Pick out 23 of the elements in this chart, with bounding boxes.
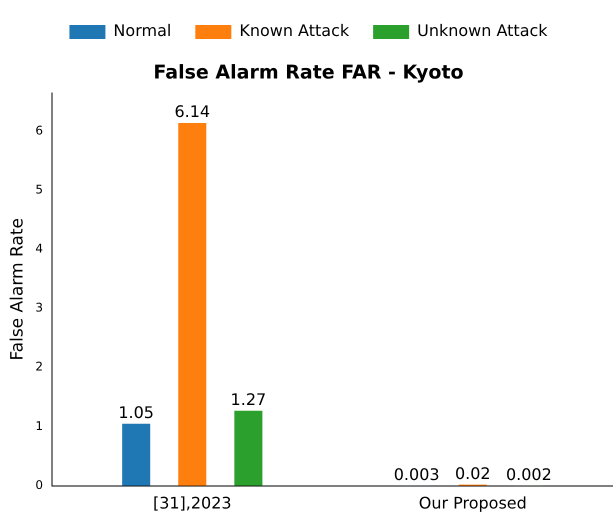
data-label: 1.27 (230, 390, 266, 409)
x-tick-label: [31],2023 (152, 494, 232, 513)
data-label: 0.02 (454, 464, 491, 483)
bar (234, 410, 262, 486)
y-tick-label: 2 (35, 360, 44, 374)
y-tick-label: 6 (35, 123, 44, 138)
bar (178, 122, 206, 486)
y-tick-label: 0 (35, 478, 44, 492)
data-label: 6.14 (174, 102, 210, 122)
legend-label: Normal (113, 21, 172, 40)
y-axis-title: False Alarm Rate (8, 218, 28, 361)
y-tick-label: 5 (35, 182, 44, 196)
legend-label: Unknown Attack (417, 21, 548, 40)
data-label: 0.003 (394, 464, 440, 484)
bar (122, 424, 150, 486)
data-label: 0.002 (506, 464, 552, 484)
y-tick-label: 3 (35, 300, 44, 315)
y-tick-label: 1 (35, 418, 44, 433)
data-label: 1.05 (118, 402, 154, 422)
chart-title: False Alarm Rate FAR - Kyoto (153, 61, 464, 84)
legend-label: Known Attack (239, 21, 350, 40)
x-tick-label: Our Proposed (418, 494, 527, 513)
y-tick-label: 4 (35, 242, 44, 256)
